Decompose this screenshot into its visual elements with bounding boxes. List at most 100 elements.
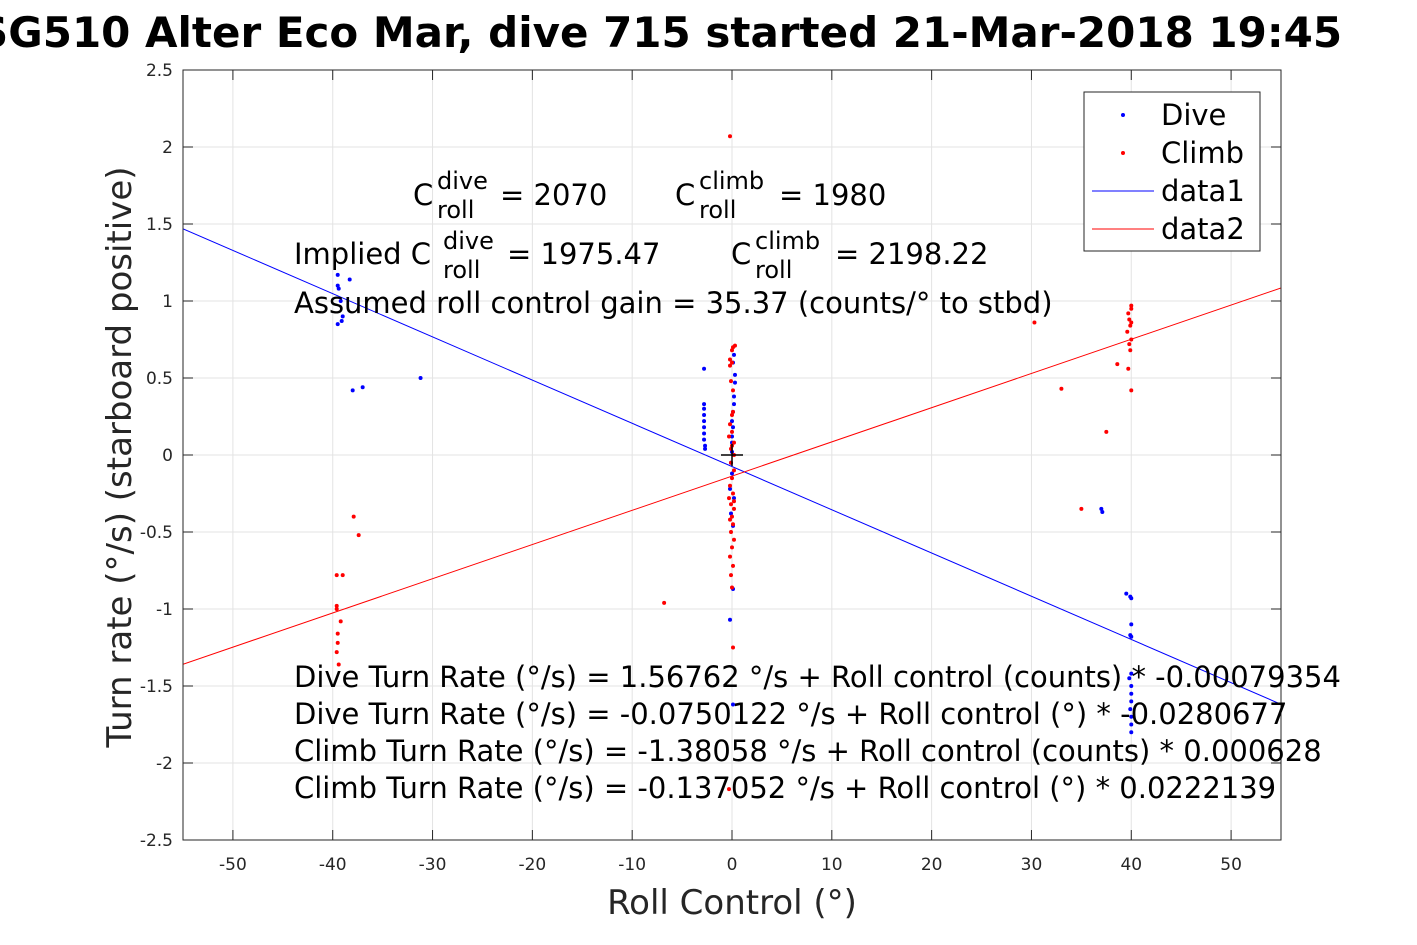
svg-text:roll: roll	[443, 256, 480, 284]
dive-point	[1129, 634, 1134, 639]
annotation-implied-dive: Implied C dive roll = 1975.47	[294, 227, 660, 284]
dive-point	[1129, 622, 1134, 627]
climb-point	[730, 645, 735, 650]
climb-point	[730, 345, 735, 350]
dive-point	[340, 314, 345, 319]
climb-point	[334, 603, 339, 608]
climb-point	[731, 440, 736, 445]
climb-point	[1126, 311, 1131, 316]
climb-point	[338, 619, 343, 624]
dive-point	[336, 286, 341, 291]
climb-point	[730, 348, 734, 353]
climb-point	[1104, 429, 1109, 434]
y-tick-label: 1	[162, 292, 173, 312]
legend-climb-marker	[1121, 151, 1125, 155]
dive-point	[702, 366, 707, 371]
dive-point	[702, 437, 707, 442]
dive-point	[702, 425, 707, 430]
dive-point	[731, 402, 736, 407]
dive-point	[731, 496, 736, 501]
dive-point	[339, 319, 344, 324]
dive-point	[702, 412, 707, 417]
svg-text:climb: climb	[755, 227, 820, 255]
x-tick-label: 10	[821, 855, 843, 875]
climb-point	[728, 363, 733, 368]
axes-box	[182, 69, 1282, 841]
climb-point	[728, 422, 733, 427]
annotation-eq-climb-counts: Climb Turn Rate (°/s) = -1.38058 °/s + R…	[294, 734, 1322, 768]
climb-point	[730, 429, 734, 434]
svg-text:C: C	[675, 178, 695, 212]
dive-point	[728, 617, 733, 622]
climb-point	[1128, 323, 1133, 328]
climb-point	[1129, 388, 1134, 393]
dive-point	[418, 376, 423, 380]
dive-point	[730, 419, 734, 424]
dive-point	[732, 380, 737, 385]
climb-point	[731, 506, 736, 511]
climb-point	[730, 388, 735, 393]
climb-point	[729, 530, 734, 534]
climb-point	[730, 522, 735, 527]
climb-point	[351, 514, 356, 519]
dive-point	[335, 283, 340, 288]
legend-data2: data2	[1161, 212, 1245, 246]
climb-point	[1128, 348, 1133, 353]
dive-point	[730, 434, 734, 439]
climb-point	[1059, 386, 1064, 391]
svg-text:dive: dive	[437, 167, 488, 195]
climb-point	[1079, 506, 1084, 511]
annotation-eq-dive-counts: Dive Turn Rate (°/s) = 1.56762 °/s + Rol…	[294, 660, 1341, 694]
climb-point	[729, 379, 734, 384]
dive-point	[1099, 506, 1104, 511]
y-tick-label: 0	[162, 446, 173, 466]
dive-point	[731, 352, 736, 357]
climb-point	[1127, 342, 1132, 347]
x-tick-label: -20	[518, 855, 546, 875]
svg-text:= 2070: = 2070	[500, 178, 607, 212]
dive-point	[730, 471, 734, 476]
y-tick-label: 2	[162, 138, 173, 158]
dive-point	[728, 486, 733, 491]
x-tick-label: -30	[419, 855, 447, 875]
annotation-c-dive: C dive roll = 2070	[413, 167, 607, 224]
x-tick-label: 50	[1220, 855, 1242, 875]
climb-point	[730, 545, 734, 550]
dive-point	[1129, 730, 1134, 735]
y-tick-label: 2.5	[146, 61, 173, 81]
legend-climb: Climb	[1161, 136, 1244, 170]
climb-point	[1032, 320, 1037, 325]
climb-point	[340, 573, 345, 578]
x-tick-labels: -50 -40 -30 -20 -10 0 10 20 30 40 50	[219, 855, 1242, 875]
climb-point	[730, 563, 735, 568]
svg-text:= 1980: = 1980	[779, 178, 886, 212]
x-tick-label: 0	[727, 855, 738, 875]
climb-point	[729, 573, 734, 578]
climb-point	[336, 662, 341, 667]
dive-point	[335, 322, 340, 327]
legend-dive: Dive	[1161, 98, 1226, 132]
x-tick-label: -40	[319, 855, 347, 875]
dive-point	[360, 385, 365, 390]
y-tick-labels: 2.5 2 1.5 1 0.5 0 -0.5 -1 -1.5 -2 -2.5	[140, 61, 173, 851]
climb-point	[662, 600, 667, 605]
climb-point	[1129, 303, 1134, 308]
origin-marker	[721, 444, 743, 466]
dive-point	[703, 446, 708, 451]
dive-point	[702, 406, 707, 411]
dive-point	[730, 702, 735, 707]
climb-point	[728, 134, 733, 139]
dive-point	[731, 394, 736, 399]
x-tick-label: -50	[219, 855, 247, 875]
dive-point	[338, 299, 343, 303]
svg-text:= 1975.47: = 1975.47	[507, 237, 660, 271]
climb-point	[728, 483, 733, 488]
y-tick-label: 0.5	[146, 369, 173, 389]
dive-point	[347, 277, 352, 282]
legend-data1: data1	[1161, 174, 1245, 208]
dive-point	[1129, 714, 1134, 719]
climb-point	[1126, 366, 1131, 371]
annotation-c-climb: C climb roll = 1980	[675, 167, 886, 224]
annotation-eq-climb-deg: Climb Turn Rate (°/s) = -0.137052 °/s + …	[294, 771, 1276, 805]
data-points	[334, 134, 1134, 792]
